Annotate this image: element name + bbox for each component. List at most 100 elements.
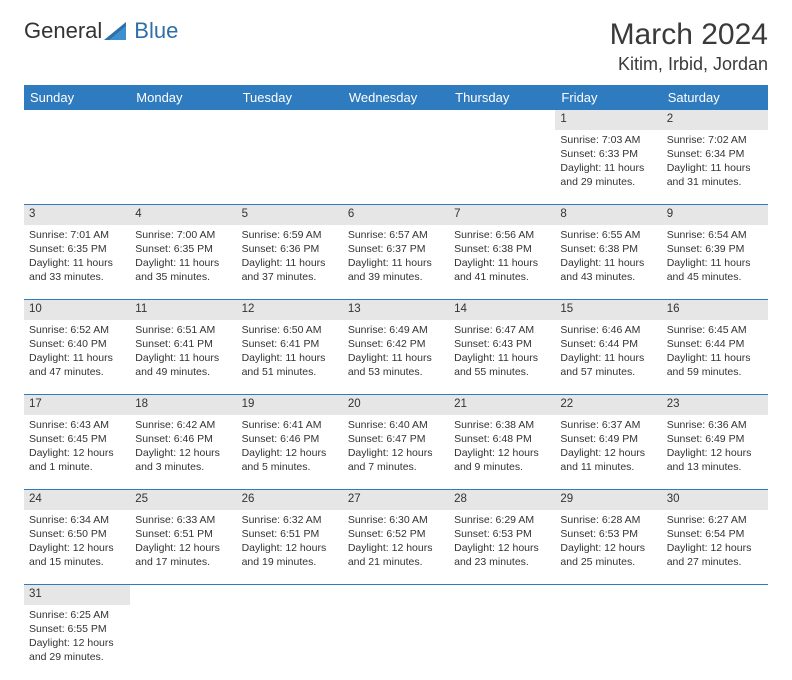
day-info: Sunrise: 6:25 AMSunset: 6:55 PMDaylight:…	[29, 608, 125, 665]
sunset-text: Sunset: 6:53 PM	[454, 527, 550, 541]
day-info-cell: Sunrise: 6:57 AMSunset: 6:37 PMDaylight:…	[343, 225, 449, 300]
day-info: Sunrise: 6:33 AMSunset: 6:51 PMDaylight:…	[135, 513, 231, 570]
sunrise-text: Sunrise: 6:42 AM	[135, 418, 231, 432]
sunrise-text: Sunrise: 6:34 AM	[29, 513, 125, 527]
weekday-header: Tuesday	[237, 85, 343, 110]
info-row: Sunrise: 7:01 AMSunset: 6:35 PMDaylight:…	[24, 225, 768, 300]
brand-part1: General	[24, 18, 102, 44]
day-info-cell: Sunrise: 6:30 AMSunset: 6:52 PMDaylight:…	[343, 510, 449, 585]
info-row: Sunrise: 6:34 AMSunset: 6:50 PMDaylight:…	[24, 510, 768, 585]
day-info-cell: Sunrise: 6:33 AMSunset: 6:51 PMDaylight:…	[130, 510, 236, 585]
daylight-text: Daylight: 11 hours and 29 minutes.	[560, 161, 656, 189]
day-info-cell: Sunrise: 6:37 AMSunset: 6:49 PMDaylight:…	[555, 415, 661, 490]
daylight-text: Daylight: 11 hours and 33 minutes.	[29, 256, 125, 284]
sunrise-text: Sunrise: 6:57 AM	[348, 228, 444, 242]
sunrise-text: Sunrise: 6:43 AM	[29, 418, 125, 432]
sunset-text: Sunset: 6:44 PM	[560, 337, 656, 351]
day-info-cell: Sunrise: 6:42 AMSunset: 6:46 PMDaylight:…	[130, 415, 236, 490]
daylight-text: Daylight: 12 hours and 11 minutes.	[560, 446, 656, 474]
sunset-text: Sunset: 6:49 PM	[560, 432, 656, 446]
daylight-text: Daylight: 11 hours and 55 minutes.	[454, 351, 550, 379]
sunset-text: Sunset: 6:49 PM	[667, 432, 763, 446]
day-info-cell	[449, 605, 555, 680]
day-info-cell	[343, 130, 449, 205]
day-info: Sunrise: 6:43 AMSunset: 6:45 PMDaylight:…	[29, 418, 125, 475]
sunset-text: Sunset: 6:45 PM	[29, 432, 125, 446]
day-number-cell: 23	[662, 395, 768, 415]
weekday-header: Friday	[555, 85, 661, 110]
day-number-cell: 24	[24, 490, 130, 510]
day-number-cell: 2	[662, 110, 768, 130]
day-info: Sunrise: 6:49 AMSunset: 6:42 PMDaylight:…	[348, 323, 444, 380]
weekday-header: Monday	[130, 85, 236, 110]
sunrise-text: Sunrise: 6:59 AM	[242, 228, 338, 242]
sunrise-text: Sunrise: 6:51 AM	[135, 323, 231, 337]
sunset-text: Sunset: 6:34 PM	[667, 147, 763, 161]
day-number-cell: 4	[130, 205, 236, 225]
day-info-cell: Sunrise: 6:32 AMSunset: 6:51 PMDaylight:…	[237, 510, 343, 585]
day-info-cell: Sunrise: 6:28 AMSunset: 6:53 PMDaylight:…	[555, 510, 661, 585]
day-info: Sunrise: 6:45 AMSunset: 6:44 PMDaylight:…	[667, 323, 763, 380]
sunrise-text: Sunrise: 6:38 AM	[454, 418, 550, 432]
day-number-cell	[449, 110, 555, 130]
day-info: Sunrise: 6:34 AMSunset: 6:50 PMDaylight:…	[29, 513, 125, 570]
day-info-cell: Sunrise: 6:41 AMSunset: 6:46 PMDaylight:…	[237, 415, 343, 490]
daylight-text: Daylight: 11 hours and 51 minutes.	[242, 351, 338, 379]
day-number-cell: 8	[555, 205, 661, 225]
sunset-text: Sunset: 6:53 PM	[560, 527, 656, 541]
daylight-text: Daylight: 11 hours and 41 minutes.	[454, 256, 550, 284]
sunset-text: Sunset: 6:38 PM	[454, 242, 550, 256]
daylight-text: Daylight: 12 hours and 17 minutes.	[135, 541, 231, 569]
day-info: Sunrise: 6:56 AMSunset: 6:38 PMDaylight:…	[454, 228, 550, 285]
day-number-cell: 17	[24, 395, 130, 415]
day-info: Sunrise: 6:40 AMSunset: 6:47 PMDaylight:…	[348, 418, 444, 475]
day-number-cell: 20	[343, 395, 449, 415]
sunset-text: Sunset: 6:33 PM	[560, 147, 656, 161]
sunrise-text: Sunrise: 6:52 AM	[29, 323, 125, 337]
day-info-cell	[24, 130, 130, 205]
sunset-text: Sunset: 6:41 PM	[135, 337, 231, 351]
day-info-cell: Sunrise: 6:55 AMSunset: 6:38 PMDaylight:…	[555, 225, 661, 300]
day-info-cell	[130, 130, 236, 205]
calendar-body: 12Sunrise: 7:03 AMSunset: 6:33 PMDayligh…	[24, 110, 768, 680]
sail-icon	[104, 20, 130, 40]
sunset-text: Sunset: 6:51 PM	[135, 527, 231, 541]
day-info: Sunrise: 6:32 AMSunset: 6:51 PMDaylight:…	[242, 513, 338, 570]
sunset-text: Sunset: 6:35 PM	[29, 242, 125, 256]
day-info: Sunrise: 6:51 AMSunset: 6:41 PMDaylight:…	[135, 323, 231, 380]
day-info: Sunrise: 6:27 AMSunset: 6:54 PMDaylight:…	[667, 513, 763, 570]
sunrise-text: Sunrise: 6:54 AM	[667, 228, 763, 242]
day-info: Sunrise: 6:37 AMSunset: 6:49 PMDaylight:…	[560, 418, 656, 475]
daylight-text: Daylight: 11 hours and 35 minutes.	[135, 256, 231, 284]
day-number-cell: 11	[130, 300, 236, 320]
sunrise-text: Sunrise: 6:56 AM	[454, 228, 550, 242]
brand-part2: Blue	[134, 18, 178, 44]
sunset-text: Sunset: 6:39 PM	[667, 242, 763, 256]
sunrise-text: Sunrise: 7:01 AM	[29, 228, 125, 242]
day-info-cell: Sunrise: 6:54 AMSunset: 6:39 PMDaylight:…	[662, 225, 768, 300]
day-number-cell: 3	[24, 205, 130, 225]
daylight-text: Daylight: 11 hours and 59 minutes.	[667, 351, 763, 379]
calendar-table: Sunday Monday Tuesday Wednesday Thursday…	[24, 85, 768, 680]
daylight-text: Daylight: 12 hours and 21 minutes.	[348, 541, 444, 569]
day-info-cell: Sunrise: 6:34 AMSunset: 6:50 PMDaylight:…	[24, 510, 130, 585]
day-info-cell	[662, 605, 768, 680]
day-number-cell: 1	[555, 110, 661, 130]
day-number-cell: 26	[237, 490, 343, 510]
day-info: Sunrise: 6:29 AMSunset: 6:53 PMDaylight:…	[454, 513, 550, 570]
day-number-cell	[449, 585, 555, 605]
sunrise-text: Sunrise: 6:40 AM	[348, 418, 444, 432]
day-number-cell: 5	[237, 205, 343, 225]
day-info: Sunrise: 6:47 AMSunset: 6:43 PMDaylight:…	[454, 323, 550, 380]
day-number-cell: 16	[662, 300, 768, 320]
daylight-text: Daylight: 12 hours and 29 minutes.	[29, 636, 125, 664]
day-info: Sunrise: 6:55 AMSunset: 6:38 PMDaylight:…	[560, 228, 656, 285]
daylight-text: Daylight: 11 hours and 47 minutes.	[29, 351, 125, 379]
info-row: Sunrise: 6:25 AMSunset: 6:55 PMDaylight:…	[24, 605, 768, 680]
daynum-row: 12	[24, 110, 768, 130]
day-number-cell: 25	[130, 490, 236, 510]
daylight-text: Daylight: 12 hours and 25 minutes.	[560, 541, 656, 569]
day-number-cell	[555, 585, 661, 605]
day-info-cell: Sunrise: 6:36 AMSunset: 6:49 PMDaylight:…	[662, 415, 768, 490]
day-number-cell: 7	[449, 205, 555, 225]
